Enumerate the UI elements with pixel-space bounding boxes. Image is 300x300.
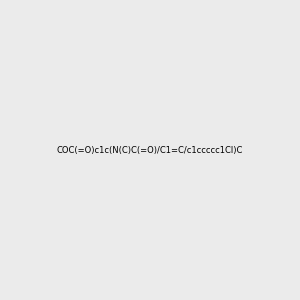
Text: COC(=O)c1c(N(C)C(=O)/C1=C/c1ccccc1Cl)C: COC(=O)c1c(N(C)C(=O)/C1=C/c1ccccc1Cl)C xyxy=(57,146,243,154)
